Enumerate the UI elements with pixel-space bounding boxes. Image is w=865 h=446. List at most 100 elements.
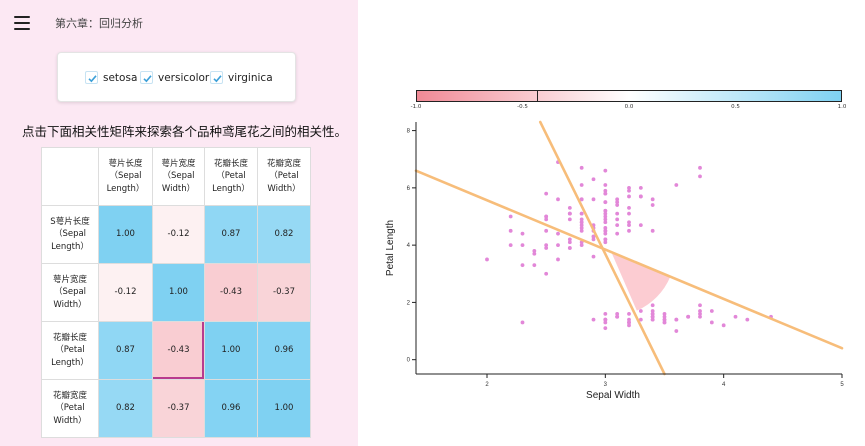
legend-item-versicolor[interactable]: versicolor [140, 71, 209, 84]
data-point [603, 168, 608, 173]
matrix-cell[interactable]: -0.43 [152, 321, 205, 380]
data-point [603, 311, 608, 316]
matrix-cell[interactable]: 0.82 [257, 205, 311, 264]
row-header-sepal-length: S萼片长度 （Sepal Length） [41, 205, 99, 264]
data-point [544, 243, 549, 248]
data-point [627, 188, 631, 193]
matrix-cell[interactable]: -0.43 [204, 263, 258, 322]
data-point [615, 211, 620, 216]
matrix-cell[interactable]: 0.87 [98, 321, 153, 380]
data-point [721, 323, 726, 328]
data-point [615, 203, 620, 207]
y-tick-label: 0 [407, 358, 411, 364]
data-point [627, 211, 631, 216]
matrix-cell[interactable]: -0.12 [98, 263, 153, 322]
data-point [485, 257, 489, 262]
x-tick-label: 3 [604, 382, 608, 388]
data-point [520, 320, 525, 325]
legend-label-setosa: setosa [103, 71, 138, 84]
virginica-checkbox[interactable] [210, 71, 223, 84]
data-point [591, 317, 596, 322]
matrix-cell[interactable]: 0.96 [204, 379, 258, 438]
y-axis-label: Petal Length [385, 220, 396, 276]
data-point [544, 191, 549, 196]
data-point [567, 240, 572, 245]
matrix-cell[interactable]: 1.00 [257, 379, 311, 438]
data-point [650, 303, 655, 308]
data-point [615, 231, 620, 236]
data-point [662, 314, 667, 319]
species-legend: setosa versicolor virginica [57, 52, 296, 102]
data-point [579, 183, 584, 187]
setosa-checkbox[interactable] [85, 71, 98, 84]
row-header-petal-length: 花瓣长度 （Petal Length） [41, 321, 99, 380]
data-point [662, 311, 667, 316]
matrix-cell[interactable]: -0.12 [152, 205, 205, 264]
colorbar-tick: -0.5 [517, 104, 528, 110]
data-point [556, 197, 560, 202]
data-point [603, 226, 608, 230]
data-point [508, 214, 513, 219]
data-point [698, 174, 702, 179]
data-point [579, 211, 584, 216]
data-point [698, 311, 702, 316]
data-point [650, 311, 655, 316]
points-layer [485, 160, 773, 333]
colorbar-tick: 0.5 [731, 104, 740, 110]
data-point [544, 246, 549, 250]
y-tick-label: 4 [407, 243, 411, 249]
data-point [627, 185, 631, 190]
matrix-cell[interactable]: 0.96 [257, 321, 311, 380]
x-axis-label: Sepal Width [586, 390, 640, 401]
data-point [615, 314, 620, 319]
instruction-text: 点击下面相关性矩阵来探索各个品种鸢尾花之间的相关性。 [22, 124, 348, 139]
matrix-cell[interactable]: 1.00 [204, 321, 258, 380]
data-point [662, 320, 667, 325]
x-tick-label: 5 [840, 382, 844, 388]
data-point [591, 197, 596, 202]
data-point [544, 228, 549, 233]
data-point [650, 317, 655, 322]
data-point [686, 314, 691, 319]
data-point [650, 228, 655, 233]
data-point [615, 200, 620, 205]
legend-item-setosa[interactable]: setosa [85, 71, 137, 84]
matrix-cell[interactable]: 0.87 [204, 205, 258, 264]
data-point [650, 203, 655, 207]
data-point [733, 314, 738, 319]
data-point [603, 191, 608, 196]
versicolor-checkbox[interactable] [140, 71, 153, 84]
data-point [603, 320, 608, 325]
matrix-cell[interactable]: -0.37 [257, 263, 311, 322]
data-point [544, 271, 549, 276]
regression-line-a [414, 169, 844, 350]
data-point [603, 183, 608, 187]
matrix-cell[interactable]: 0.82 [98, 379, 153, 438]
colorbar-marker [537, 90, 539, 102]
data-point [627, 220, 631, 225]
hamburger-menu-icon[interactable] [14, 16, 30, 30]
scatter-plot: 2 3 4 5 0 2 4 6 8 Sepal Width Petal Length [385, 120, 844, 401]
data-point [579, 243, 584, 248]
data-point [603, 211, 608, 216]
data-point [674, 329, 679, 333]
data-point [603, 220, 608, 225]
data-point [579, 197, 584, 202]
data-point [567, 206, 572, 210]
data-point [567, 211, 572, 216]
legend-label-versicolor: versicolor [158, 71, 210, 84]
matrix-cell[interactable]: 1.00 [98, 205, 153, 264]
data-point [520, 231, 525, 236]
data-point [698, 309, 702, 313]
data-point [627, 228, 631, 233]
matrix-cell[interactable]: 1.00 [152, 263, 205, 322]
data-point [615, 311, 620, 316]
data-point [627, 194, 631, 199]
data-point [579, 220, 584, 225]
matrix-cell[interactable]: -0.37 [152, 379, 205, 438]
legend-item-virginica[interactable]: virginica [210, 71, 273, 84]
data-point [627, 317, 631, 322]
regression-lines-layer [414, 120, 844, 376]
data-point [603, 208, 608, 213]
checkmark-icon [143, 75, 152, 83]
